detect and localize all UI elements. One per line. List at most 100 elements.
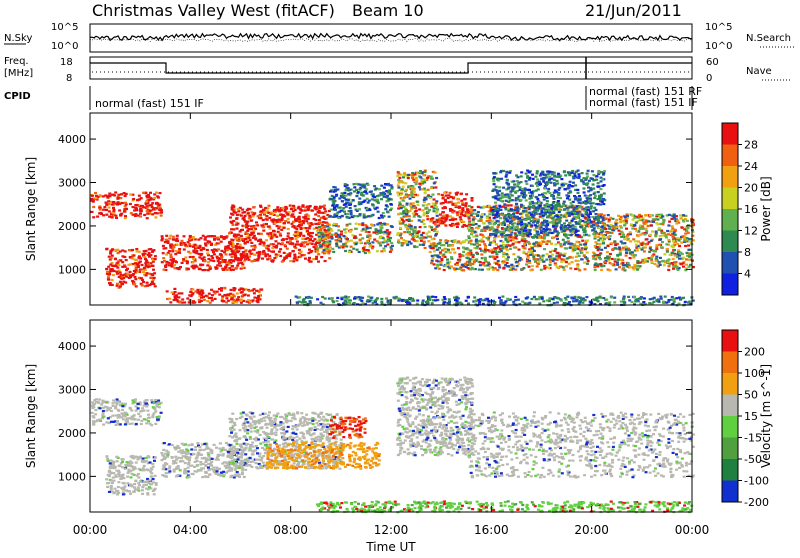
echo-cell (233, 233, 236, 235)
echo-cell (146, 282, 149, 284)
echo-cell (352, 199, 355, 201)
echo-cell (639, 234, 642, 236)
echo-cell (476, 215, 479, 217)
echo-cell (522, 251, 525, 253)
echo-cell (571, 170, 574, 172)
echo-cell (252, 299, 255, 301)
echo-cell (175, 250, 178, 252)
echo-cell (495, 247, 498, 249)
echo-cell (124, 281, 127, 283)
echo-cell (528, 205, 531, 207)
echo-cell (600, 233, 603, 235)
echo-cell (358, 208, 361, 210)
echo-cell (584, 202, 587, 204)
echo-cell (321, 224, 324, 226)
echo-cell (105, 248, 108, 250)
echo-cell (323, 208, 326, 210)
echo-cell (589, 211, 592, 213)
echo-cell (132, 206, 135, 208)
echo-cell (444, 251, 447, 253)
echo-cell (368, 252, 371, 254)
echo-cell (196, 289, 199, 291)
echo-cell (135, 285, 138, 287)
echo-cell (286, 213, 289, 215)
echo-cell (265, 223, 268, 225)
echo-cell (335, 239, 338, 241)
echo-cell (406, 244, 409, 246)
echo-cell (436, 208, 439, 210)
echo-cell (655, 244, 658, 246)
echo-cell (413, 195, 416, 197)
echo-cell (684, 245, 687, 247)
noise-panel: N.Sky 10^5 10^0 10^5 10^0 N.Search (4, 22, 796, 52)
echo-cell (541, 211, 544, 213)
echo-cell (594, 235, 597, 237)
echo-cell (253, 206, 256, 208)
echo-cell (571, 261, 574, 263)
echo-cell (277, 242, 280, 244)
echo-cell (387, 183, 390, 185)
echo-cell (524, 207, 527, 209)
echo-cell (592, 202, 595, 204)
echo-cell (414, 180, 417, 182)
echo-cell (644, 214, 647, 216)
echo-cell (335, 236, 338, 238)
echo-cell (334, 234, 337, 236)
echo-cell (187, 241, 190, 243)
echo-cell (261, 258, 264, 260)
echo-cell (171, 250, 174, 252)
echo-cell (359, 242, 362, 244)
echo-cell (432, 203, 435, 205)
echo-cell (597, 198, 600, 200)
echo-cell (525, 173, 528, 175)
echo-cell (497, 226, 500, 228)
echo-cell (477, 206, 480, 208)
echo-cell (481, 250, 484, 252)
echo-cell (266, 219, 269, 221)
echo-cell (586, 240, 589, 242)
echo-cell (500, 200, 503, 202)
echo-cell (241, 266, 244, 268)
echo-cell (675, 215, 678, 217)
echo-cell (367, 215, 370, 217)
echo-cell (583, 231, 586, 233)
echo-cell (497, 194, 500, 196)
echo-cell (522, 210, 525, 212)
echo-cell (549, 251, 552, 253)
echo-cell (301, 238, 304, 240)
echo-cell (230, 221, 233, 223)
echo-cell (577, 192, 580, 194)
echo-cell (548, 209, 551, 211)
echo-cell (542, 177, 545, 179)
echo-cell (386, 211, 389, 213)
echo-cell (279, 234, 282, 236)
echo-cell (484, 248, 487, 250)
echo-cell (131, 249, 134, 251)
echo-cell (118, 276, 121, 278)
power-echoes (90, 170, 695, 307)
echo-cell (658, 227, 661, 229)
echo-cell (562, 239, 565, 241)
echo-cell (502, 255, 505, 257)
echo-cell (668, 214, 671, 216)
echo-cell (252, 237, 255, 239)
echo-cell (593, 227, 596, 229)
echo-cell (337, 217, 340, 219)
echo-cell (250, 220, 253, 222)
echo-cell (409, 233, 412, 235)
echo-cell (335, 223, 338, 225)
echo-cell (631, 214, 634, 216)
echo-cell (683, 237, 686, 239)
echo-cell (493, 217, 496, 219)
echo-cell (569, 229, 572, 231)
echo-cell (620, 259, 623, 261)
echo-cell (443, 265, 446, 267)
freq-tick-bottom: 8 (66, 73, 72, 84)
echo-cell (429, 245, 432, 247)
echo-cell (124, 205, 127, 207)
echo-cell (501, 214, 504, 216)
echo-cell (390, 187, 393, 189)
echo-cell (230, 289, 233, 291)
nave-tick-bottom: 0 (706, 73, 712, 84)
